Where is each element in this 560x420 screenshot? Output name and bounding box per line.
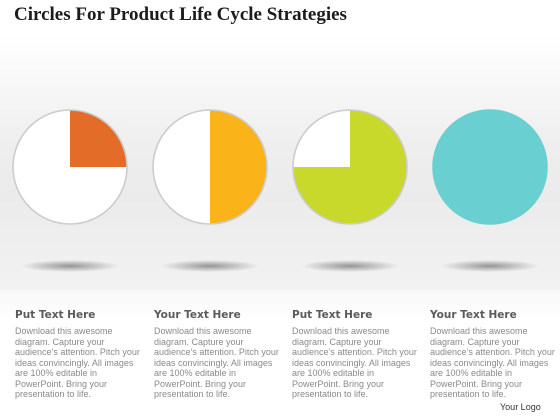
text-column-1: Put Text Here Download this awesome diag… <box>15 309 143 400</box>
text-column-3: Put Text Here Download this awesome diag… <box>292 309 420 400</box>
filled-segment <box>210 110 267 224</box>
column-body: Download this awesome diagram. Capture y… <box>292 326 417 399</box>
circle-outline <box>152 109 268 225</box>
logo-text: Your Logo <box>500 402 541 412</box>
text-column-4: Your Text Here Download this awesome dia… <box>430 309 558 400</box>
column-heading: Your Text Here <box>430 309 517 321</box>
filled-segment <box>70 110 127 167</box>
circle-shadow-4 <box>442 260 538 272</box>
column-heading: Your Text Here <box>154 309 241 321</box>
full-circle-4 <box>431 108 549 226</box>
column-body: Download this awesome diagram. Capture y… <box>154 326 279 399</box>
half-circle-2 <box>151 108 269 226</box>
circle-outline <box>292 109 408 225</box>
background-bottom <box>0 290 560 420</box>
column-heading: Put Text Here <box>292 309 373 321</box>
three-quarter-circle-3 <box>291 108 409 226</box>
circle-outline <box>432 109 548 225</box>
quarter-circle-1 <box>11 108 129 226</box>
column-body: Download this awesome diagram. Capture y… <box>430 326 555 399</box>
text-column-2: Your Text Here Download this awesome dia… <box>154 309 282 400</box>
circle-shadow-3 <box>302 260 398 272</box>
circle-shadow-1 <box>22 260 118 272</box>
filled-segment <box>293 110 407 224</box>
page-title: Circles For Product Life Cycle Strategie… <box>14 4 347 25</box>
filled-segment <box>433 110 547 224</box>
circle-shadow-2 <box>162 260 258 272</box>
column-heading: Put Text Here <box>15 309 96 321</box>
column-body: Download this awesome diagram. Capture y… <box>15 326 140 399</box>
circle-outline <box>12 109 128 225</box>
